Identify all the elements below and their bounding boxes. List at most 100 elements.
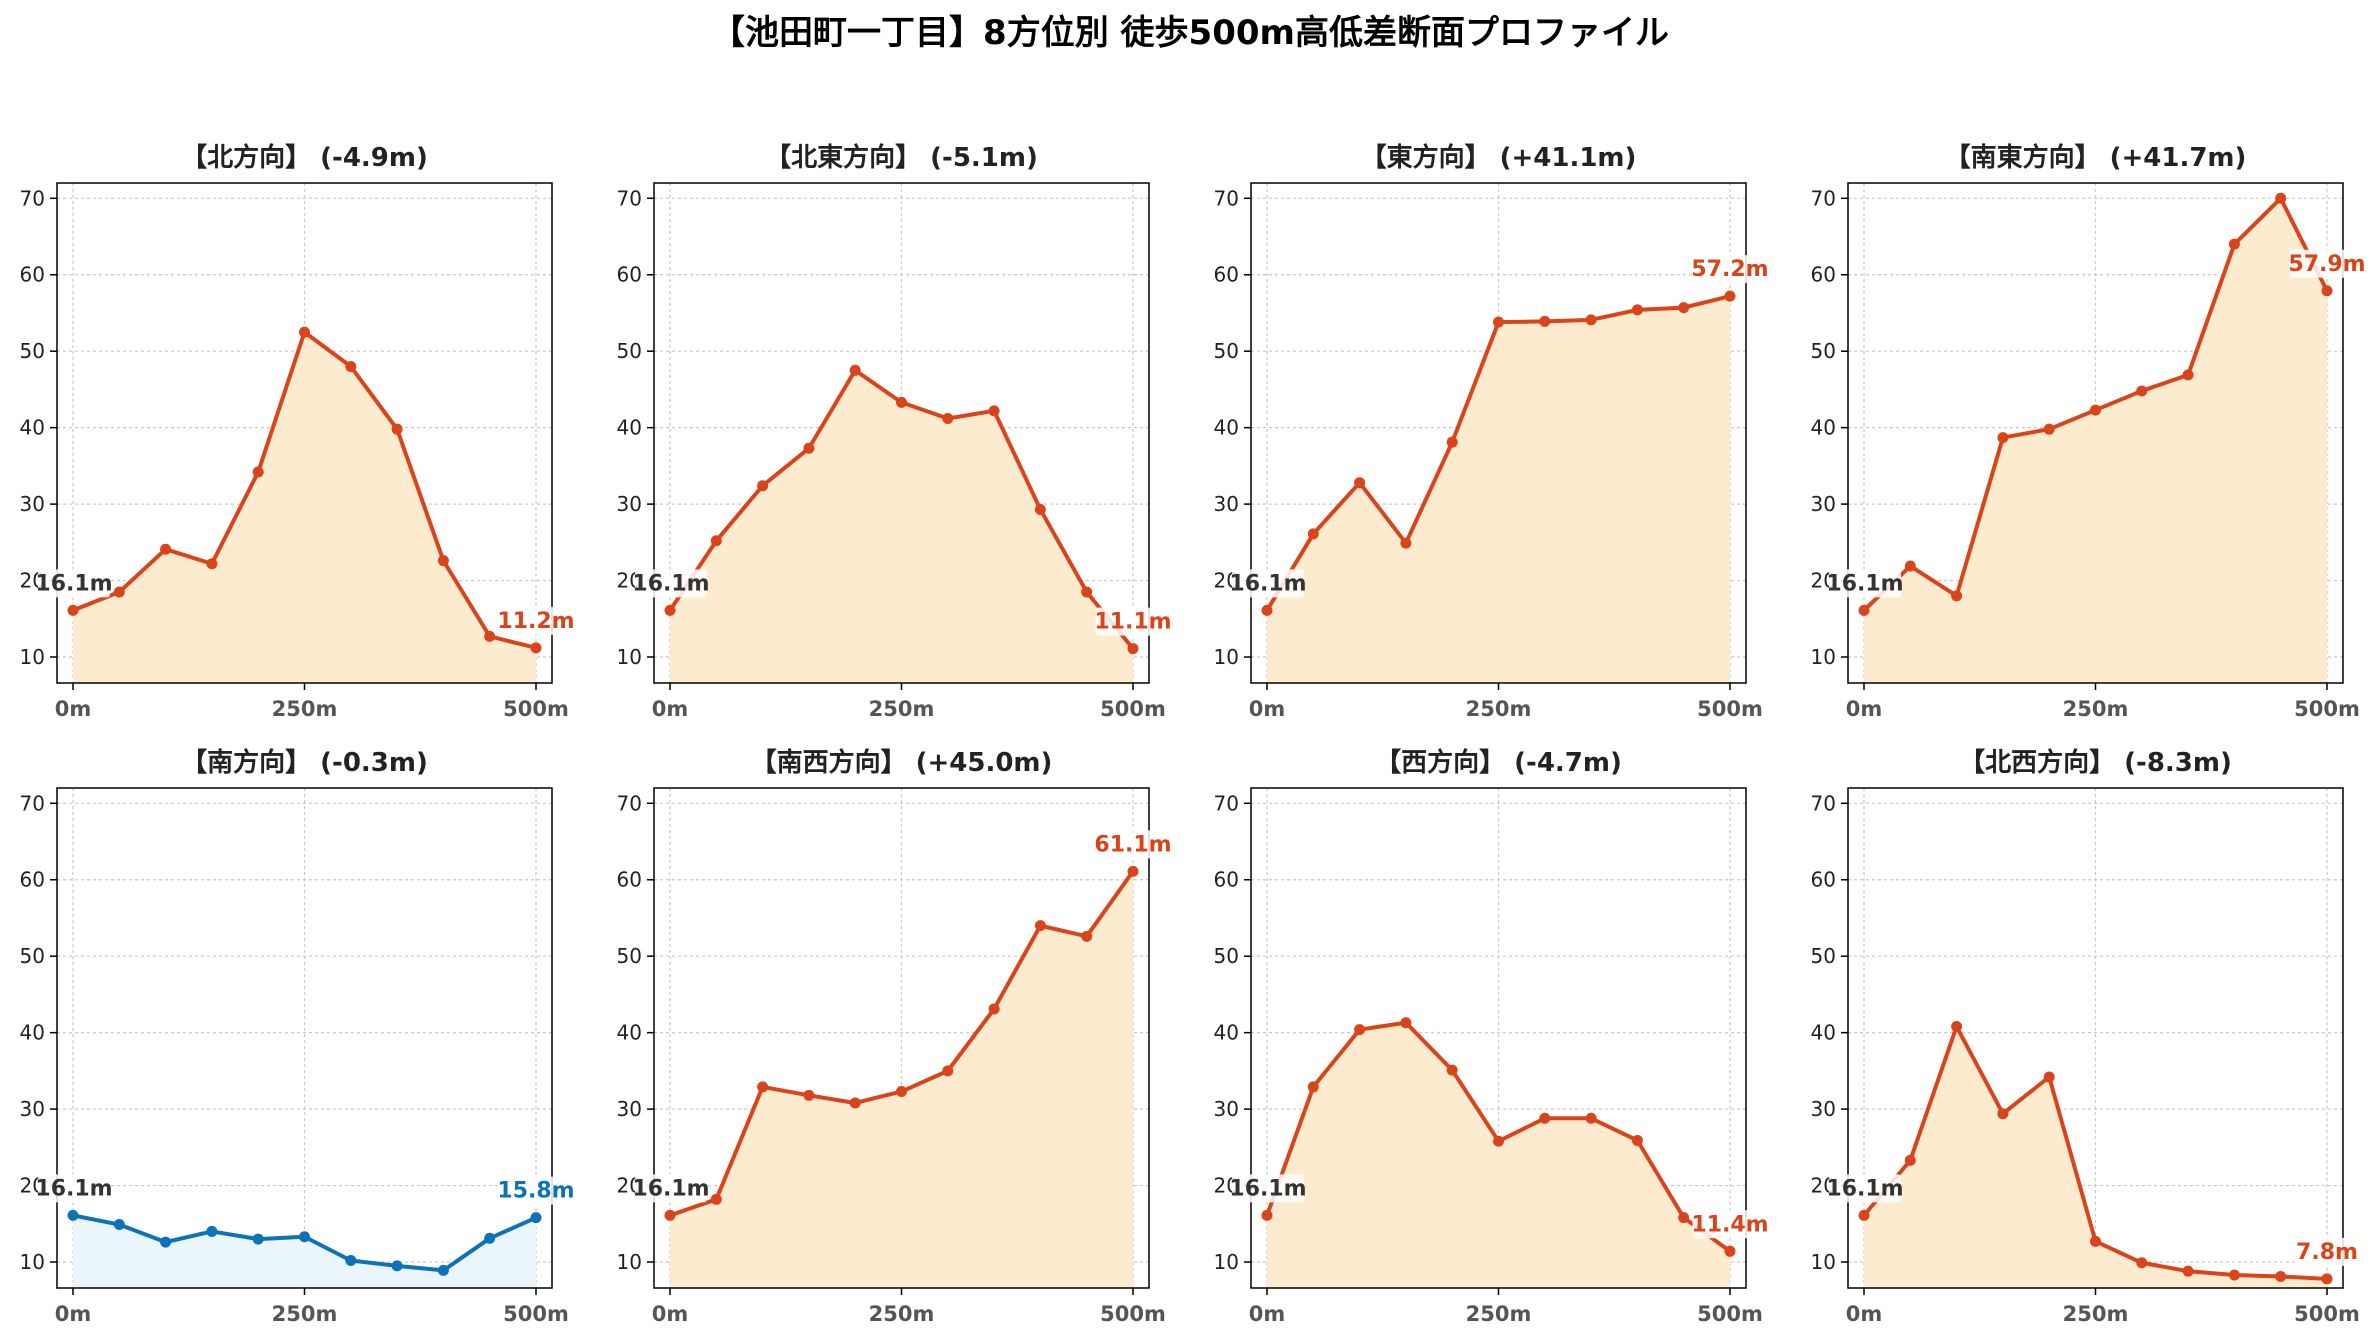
data-point <box>484 1232 496 1244</box>
panel-title: 【西方向】 (-4.7m) <box>1375 747 1622 778</box>
data-point <box>160 543 172 555</box>
y-tick-label: 10 <box>617 645 642 669</box>
figure-title: 【池田町一丁目】8方位別 徒歩500m高低差断面プロファイル <box>711 13 1669 53</box>
data-point <box>1354 1024 1366 1036</box>
elevation-area <box>1267 1022 1730 1288</box>
y-tick-label: 40 <box>20 1021 45 1045</box>
elevation-area <box>1267 296 1730 683</box>
data-point <box>1446 436 1458 448</box>
data-point <box>1354 477 1366 489</box>
end-label-bg <box>498 606 574 635</box>
x-tick-label: 500m <box>2294 697 2360 721</box>
data-point <box>896 396 907 408</box>
start-label-bg <box>1829 569 1901 598</box>
data-point <box>391 423 403 435</box>
data-point <box>2090 404 2101 416</box>
data-point <box>1997 432 2009 444</box>
data-point <box>896 1086 907 1098</box>
y-tick-label: 50 <box>20 944 45 968</box>
data-point <box>1081 586 1093 598</box>
x-tick-label: 0m <box>1249 697 1286 721</box>
data-point <box>345 360 357 372</box>
x-tick-label: 250m <box>272 697 338 721</box>
y-tick-label: 70 <box>617 186 642 210</box>
data-point <box>1678 1212 1690 1224</box>
x-tick-label: 250m <box>2063 697 2129 721</box>
data-point <box>1034 503 1046 515</box>
data-point <box>391 1260 403 1272</box>
data-point <box>206 558 218 570</box>
elevation-area <box>1864 198 2327 683</box>
y-tick-label: 40 <box>617 416 642 440</box>
y-tick-label: 60 <box>1214 263 1239 287</box>
end-label: 7.8m <box>2296 1240 2358 1265</box>
data-point <box>1261 1209 1273 1221</box>
data-point <box>2043 423 2055 435</box>
panel-title: 【南方向】 (-0.3m) <box>181 747 428 778</box>
y-tick-label: 70 <box>20 186 45 210</box>
y-tick-label: 30 <box>20 1097 45 1121</box>
x-tick-label: 250m <box>1466 1302 1532 1326</box>
elevation-area <box>670 370 1133 683</box>
data-point <box>1493 1135 1504 1147</box>
end-label: 57.9m <box>2288 252 2365 277</box>
x-tick-label: 0m <box>1249 1302 1286 1326</box>
panel-title: 【北東方向】 (-5.1m) <box>765 142 1038 173</box>
start-label: 16.1m <box>1229 1176 1306 1201</box>
data-point <box>1307 528 1319 540</box>
data-point <box>1904 560 1916 572</box>
y-tick-label: 60 <box>20 263 45 287</box>
data-point <box>1678 302 1690 314</box>
data-point <box>849 1097 861 1109</box>
data-point <box>710 1193 722 1205</box>
start-label: 16.1m <box>1229 571 1306 596</box>
y-tick-label: 50 <box>1811 339 1836 363</box>
data-point <box>67 1209 79 1221</box>
data-point <box>299 326 310 338</box>
y-tick-label: 10 <box>1214 645 1239 669</box>
start-label-bg <box>1232 1174 1304 1203</box>
end-label: 61.1m <box>1094 832 1171 857</box>
data-point <box>1724 290 1736 302</box>
y-tick-label: 60 <box>617 263 642 287</box>
data-point <box>1400 1017 1412 1029</box>
data-point <box>1858 604 1870 616</box>
data-point <box>1127 865 1139 877</box>
panel-title: 【北西方向】 (-8.3m) <box>1959 747 2232 778</box>
data-point <box>1585 1112 1597 1124</box>
data-point <box>1261 604 1273 616</box>
end-label-bg <box>2289 249 2365 278</box>
data-point <box>484 630 496 642</box>
x-tick-label: 0m <box>1846 1302 1883 1326</box>
start-label: 16.1m <box>35 1176 112 1201</box>
y-tick-label: 50 <box>20 339 45 363</box>
data-point <box>1493 316 1504 328</box>
data-point <box>252 466 264 478</box>
x-tick-label: 0m <box>652 1302 689 1326</box>
elevation-area <box>670 871 1133 1288</box>
y-tick-label: 30 <box>617 492 642 516</box>
data-point <box>1951 1021 1963 1033</box>
data-point <box>1951 590 1963 602</box>
x-tick-label: 0m <box>652 697 689 721</box>
data-point <box>113 1219 125 1231</box>
end-label-bg <box>1095 607 1171 636</box>
y-tick-label: 10 <box>1811 645 1836 669</box>
y-tick-label: 30 <box>20 492 45 516</box>
y-tick-label: 50 <box>617 944 642 968</box>
y-tick-label: 70 <box>1214 186 1239 210</box>
y-tick-label: 50 <box>617 339 642 363</box>
data-point <box>1400 537 1412 549</box>
data-point <box>2182 1265 2194 1277</box>
data-point <box>849 364 861 376</box>
y-tick-label: 30 <box>1811 492 1836 516</box>
y-tick-label: 60 <box>617 868 642 892</box>
x-tick-label: 250m <box>2063 1302 2129 1326</box>
y-tick-label: 70 <box>1811 791 1836 815</box>
